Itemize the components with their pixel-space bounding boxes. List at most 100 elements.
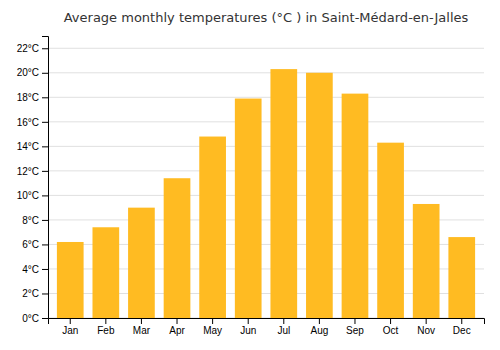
bar	[128, 208, 155, 318]
x-tick: May	[203, 318, 222, 336]
x-tick-label: Nov	[417, 325, 435, 336]
y-tick-mark	[42, 244, 48, 245]
y-axis: 0°C 2°C 4°C 6°C 8°C 10°C 12°C 14°C 16°C 18°C 20°C 2…	[17, 37, 49, 324]
y-tick: 2°C	[22, 288, 48, 299]
bar	[270, 69, 297, 318]
x-tick-label: Oct	[383, 325, 399, 336]
y-tick-label: 4°C	[22, 264, 39, 275]
bar	[57, 242, 84, 318]
x-tick-label: Jul	[277, 325, 290, 336]
x-tick: Sep	[346, 318, 364, 336]
x-tick: Apr	[169, 318, 185, 336]
bar	[164, 178, 191, 318]
x-tick-mark	[177, 318, 178, 324]
grid-line	[48, 146, 484, 147]
y-tick: 14°C	[17, 141, 48, 152]
y-tick-mark	[42, 269, 48, 270]
y-tick: 6°C	[22, 239, 48, 250]
x-tick-mark	[105, 318, 106, 324]
bars	[57, 69, 475, 318]
x-tick-mark	[70, 318, 71, 324]
bar	[235, 99, 262, 318]
y-tick-label: 18°C	[17, 92, 39, 103]
y-tick-mark	[42, 195, 48, 196]
y-tick-label: 22°C	[17, 43, 39, 54]
x-axis-line	[49, 319, 485, 325]
grid-line	[48, 195, 484, 196]
x-tick-mark	[248, 318, 249, 324]
x-tick-label: Aug	[310, 325, 328, 336]
plot: 0°C 2°C 4°C 6°C 8°C 10°C 12°C 14°C 16°C 18°C 20°C 2…	[17, 37, 485, 337]
y-tick: 22°C	[17, 43, 48, 54]
y-tick: 16°C	[17, 117, 48, 128]
y-tick: 12°C	[17, 166, 48, 177]
x-tick-mark	[354, 318, 355, 324]
x-tick-label: Jun	[240, 325, 256, 336]
bar	[448, 237, 475, 318]
y-tick-mark	[42, 220, 48, 221]
y-axis-line	[42, 37, 49, 319]
x-tick-mark	[212, 318, 213, 324]
x-tick-mark	[319, 318, 320, 324]
x-tick: Jun	[240, 318, 256, 336]
bar	[306, 73, 333, 318]
y-tick-label: 14°C	[17, 141, 39, 152]
bar	[377, 143, 404, 318]
y-tick-label: 20°C	[17, 67, 39, 78]
x-tick-label: Mar	[133, 325, 151, 336]
bar	[342, 94, 369, 318]
y-tick-label: 2°C	[22, 288, 39, 299]
x-tick-mark	[283, 318, 284, 324]
y-tick-label: 10°C	[17, 190, 39, 201]
x-axis: Jan Feb Mar Apr May Jun Jul Aug Sep Oct Nov Dec	[49, 318, 485, 336]
y-tick-mark	[42, 97, 48, 98]
y-tick-mark	[42, 122, 48, 123]
x-tick-label: Jan	[62, 325, 78, 336]
bar	[199, 137, 226, 318]
y-tick-mark	[42, 48, 48, 49]
x-tick: Feb	[97, 318, 115, 336]
x-tick: Dec	[453, 318, 471, 336]
y-tick: 4°C	[22, 264, 48, 275]
y-tick-mark	[42, 318, 48, 319]
y-tick-mark	[42, 171, 48, 172]
y-tick-mark	[42, 73, 48, 74]
x-tick-mark	[461, 318, 462, 324]
grid-line	[48, 170, 484, 171]
title: Average monthly temperatures (°C ) in Sa…	[64, 10, 469, 25]
x-tick-label: Feb	[97, 325, 115, 336]
x-tick-label: Apr	[169, 325, 185, 336]
x-tick: Mar	[133, 318, 151, 336]
x-tick-mark	[141, 318, 142, 324]
y-tick-mark	[42, 146, 48, 147]
y-tick-label: 6°C	[22, 239, 39, 250]
grid-line	[48, 48, 484, 49]
y-tick-label: 16°C	[17, 117, 39, 128]
x-tick-label: Dec	[453, 325, 471, 336]
x-tick-label: Sep	[346, 325, 364, 336]
x-tick: Jul	[277, 318, 290, 336]
y-tick: 20°C	[17, 67, 48, 78]
y-tick-label: 8°C	[22, 215, 39, 226]
chart: 0°C 2°C 4°C 6°C 8°C 10°C 12°C 14°C 16°C 18°C 20°C 2…	[0, 0, 500, 350]
y-tick: 8°C	[22, 215, 48, 226]
y-tick-mark	[42, 293, 48, 294]
x-tick-mark	[426, 318, 427, 324]
y-tick: 10°C	[17, 190, 48, 201]
grid-line	[48, 121, 484, 122]
y-tick: 18°C	[17, 92, 48, 103]
x-tick-label: May	[203, 325, 222, 336]
y-tick-label: 12°C	[17, 166, 39, 177]
bar	[92, 227, 119, 318]
grid-line	[48, 97, 484, 98]
grid	[48, 48, 484, 318]
x-tick: Nov	[417, 318, 435, 336]
bar	[413, 204, 440, 318]
y-tick-label: 0°C	[22, 313, 39, 324]
y-tick: 0°C	[22, 313, 48, 324]
x-tick: Oct	[383, 318, 399, 336]
x-tick: Aug	[310, 318, 328, 336]
x-tick-mark	[390, 318, 391, 324]
x-tick: Jan	[62, 318, 78, 336]
grid-line	[48, 72, 484, 73]
